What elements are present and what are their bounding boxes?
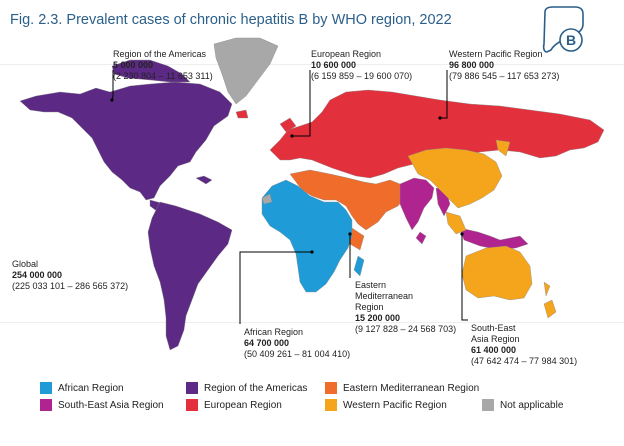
legend-item-south-east-asia: South-East Asia Region	[40, 399, 164, 411]
legend-swatch	[186, 382, 198, 394]
legend-swatch	[186, 399, 198, 411]
legend-swatch	[325, 382, 337, 394]
annotation-african: African Region 64 700 000 (50 409 261 – …	[244, 327, 351, 359]
region-eastern-med	[289, 169, 407, 251]
antarctica	[40, 362, 600, 366]
legend-item-african: African Region	[40, 382, 124, 394]
leader-lines	[111, 70, 468, 324]
region-africa	[261, 179, 365, 293]
annotation-global: Global 254 000 000 (225 033 101 – 286 56…	[12, 259, 129, 291]
annotation-south-east-asia: South-East Asia Region 61 400 000 (47 64…	[471, 323, 578, 366]
legend-swatch	[325, 399, 337, 411]
legend-item-not-applicable: Not applicable	[482, 399, 563, 411]
legend-swatch	[482, 399, 494, 411]
annotation-eastern-med: Eastern Mediterranean Region 15 200 000 …	[355, 280, 457, 334]
background-rule	[0, 64, 624, 65]
annotation-americas: Region of the Americas 5 000 000 (2 230 …	[113, 49, 213, 81]
legend-swatch	[40, 382, 52, 394]
region-americas	[19, 59, 233, 351]
legend-item-western-pacific: Western Pacific Region	[325, 399, 447, 411]
figure-title: Fig. 2.3. Prevalent cases of chronic hep…	[10, 12, 452, 28]
legend-item-eastern-med: Eastern Mediterranean Region	[325, 382, 479, 394]
region-western-pacific	[407, 139, 557, 319]
annotation-western-pacific: Western Pacific Region 96 800 000 (79 88…	[449, 49, 560, 81]
greenland	[213, 37, 279, 105]
legend-swatch	[40, 399, 52, 411]
region-europe	[235, 89, 605, 179]
svg-text:B: B	[566, 32, 576, 48]
background-rule	[0, 322, 624, 323]
legend-item-americas: Region of the Americas	[186, 382, 307, 394]
legend-item-european: European Region	[186, 399, 282, 411]
annotation-european: European Region 10 600 000 (6 159 859 – …	[311, 49, 413, 81]
not-applicable-area	[261, 193, 273, 205]
liver-b-icon: B	[542, 6, 584, 53]
